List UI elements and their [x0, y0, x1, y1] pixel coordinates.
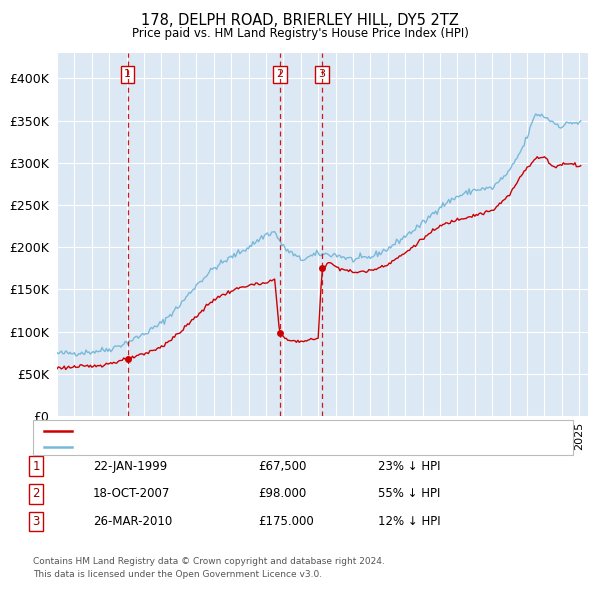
Text: 3: 3 [319, 69, 326, 79]
Text: £67,500: £67,500 [258, 460, 307, 473]
Text: 1: 1 [32, 460, 40, 473]
Text: 18-OCT-2007: 18-OCT-2007 [93, 487, 170, 500]
Text: £98.000: £98.000 [258, 487, 306, 500]
Text: 2: 2 [32, 487, 40, 500]
Text: 55% ↓ HPI: 55% ↓ HPI [378, 487, 440, 500]
Text: 1: 1 [124, 69, 131, 79]
Text: HPI: Average price, detached house, Dudley: HPI: Average price, detached house, Dudl… [78, 442, 324, 451]
Text: 178, DELPH ROAD, BRIERLEY HILL, DY5 2TZ: 178, DELPH ROAD, BRIERLEY HILL, DY5 2TZ [141, 12, 459, 28]
Text: 22-JAN-1999: 22-JAN-1999 [93, 460, 167, 473]
Text: £175.000: £175.000 [258, 515, 314, 528]
Text: 178, DELPH ROAD, BRIERLEY HILL, DY5 2TZ (detached house): 178, DELPH ROAD, BRIERLEY HILL, DY5 2TZ … [78, 426, 422, 435]
Text: Contains HM Land Registry data © Crown copyright and database right 2024.: Contains HM Land Registry data © Crown c… [33, 558, 385, 566]
Text: 12% ↓ HPI: 12% ↓ HPI [378, 515, 440, 528]
Text: 23% ↓ HPI: 23% ↓ HPI [378, 460, 440, 473]
Text: 26-MAR-2010: 26-MAR-2010 [93, 515, 172, 528]
Text: 3: 3 [32, 515, 40, 528]
Text: Price paid vs. HM Land Registry's House Price Index (HPI): Price paid vs. HM Land Registry's House … [131, 27, 469, 40]
Text: This data is licensed under the Open Government Licence v3.0.: This data is licensed under the Open Gov… [33, 571, 322, 579]
Text: 2: 2 [276, 69, 283, 79]
